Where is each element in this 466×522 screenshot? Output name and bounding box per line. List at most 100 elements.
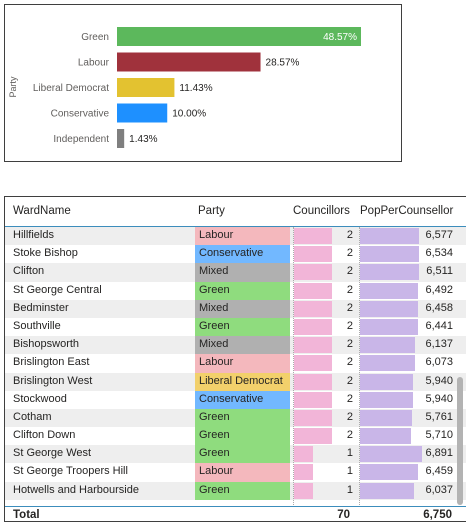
councillors-value: 2 [346,283,353,296]
ward-name-cell: St George West [13,447,92,460]
category-label: Labour [78,58,110,69]
councillors-value: 2 [346,392,353,405]
councillors-databar [294,300,332,317]
column-divider [359,227,360,507]
table-row[interactable]: Southville Green 2 6,441 [5,317,466,337]
councillors-value: 2 [346,265,353,278]
councillors-value: 1 [346,483,353,496]
party-cell: Liberal Democrat [195,372,290,391]
councillors-cell: 2 [294,373,357,391]
party-cell: Green [195,445,290,464]
party-cell: Green [195,427,290,446]
bar-liberal-democrat[interactable] [117,78,175,97]
data-label: 11.43% [179,83,212,94]
category-label: Conservative [51,109,110,120]
pop-per-counsellor-databar [360,391,414,408]
party-label: Green [199,483,230,496]
pop-per-counsellor-databar [360,446,422,463]
pop-per-counsellor-value: 6,577 [425,229,453,241]
category-label: Independent [53,134,109,145]
pop-per-counsellor-cell: 5,940 [360,373,455,391]
pop-per-counsellor-value: 6,073 [425,356,453,369]
total-councillors: 70 [337,509,350,521]
table-row[interactable]: St George Central Green 2 6,492 [5,281,466,300]
pop-per-counsellor-databar [360,337,416,354]
header-party[interactable]: Party [198,205,225,217]
party-label: Labour [199,229,234,241]
bar-conservative[interactable] [117,103,168,123]
councillors-databar [294,391,332,408]
councillors-value: 2 [346,356,353,369]
party-cell: Green [195,481,290,500]
pop-per-counsellor-cell: 5,761 [360,409,455,427]
party-cell: Conservative [195,245,290,264]
ward-name-cell: Hillfields [13,229,54,241]
table-vertical-scrollbar[interactable] [457,377,463,505]
table-row[interactable]: Hotwells and Harbourside Green 1 6,037 [5,481,466,500]
bar-labour[interactable] [117,52,261,72]
councillors-value: 2 [346,229,353,241]
pop-per-counsellor-value: 6,037 [425,483,453,496]
pop-per-counsellor-value: 6,534 [425,247,453,260]
pop-per-counsellor-value: 6,441 [425,319,453,332]
party-label: Mixed [199,301,229,314]
party-cell: Labour [195,227,290,246]
party-label: Green [199,410,230,423]
data-label: 28.57% [266,58,300,69]
councillors-cell: 2 [294,427,357,445]
councillors-cell: 2 [294,336,357,354]
table-row[interactable]: Bedminster Mixed 2 6,458 [5,299,466,318]
pop-per-counsellor-databar [360,282,419,299]
councillors-cell: 2 [294,263,357,281]
table-row[interactable]: St George West Green 1 6,891 [5,445,466,464]
category-label: Liberal Democrat [33,83,109,94]
table-row[interactable]: Clifton Mixed 2 6,511 [5,263,466,282]
councillors-value: 2 [346,429,353,442]
party-cell: Conservative [195,390,290,409]
party-share-chart[interactable]: Party Green 48.57% Labour 28.57% Liberal Demo… [4,4,402,162]
councillors-value: 2 [346,319,353,332]
councillors-cell: 2 [294,300,357,318]
party-cell: Green [195,408,290,428]
table-row[interactable]: Stoke Bishop Conservative 2 6,534 [5,245,466,264]
councillors-databar [294,355,332,372]
ward-name-cell: Southville [13,319,61,332]
ward-name-cell: Brislington East [13,356,90,369]
councillors-databar [294,264,332,281]
pop-per-counsellor-value: 6,137 [425,338,453,351]
party-label: Mixed [199,265,229,278]
councillors-databar [294,482,313,499]
pop-per-counsellor-databar [360,373,414,390]
table-row[interactable]: Bishopsworth Mixed 2 6,137 [5,336,466,355]
table-row[interactable]: Hillfields Labour 2 6,577 [5,227,466,246]
councillors-value: 1 [346,447,353,460]
councillors-databar [294,337,332,354]
table-row[interactable]: Brislington East Labour 2 6,073 [5,354,466,373]
header-poppercounsellor[interactable]: PopPerCounsellor [360,205,454,217]
pop-per-counsellor-cell: 6,073 [360,354,455,372]
bar-independent[interactable] [117,129,125,148]
table-row[interactable]: Brislington West Liberal Democrat 2 5,940 [5,372,466,391]
bar-green[interactable] [117,27,361,46]
header-councillors[interactable]: Councillors [293,205,350,217]
party-share-chart-svg: Party Green 48.57% Labour 28.57% Liberal Demo… [8,27,361,148]
table-row[interactable]: Cotham Green 2 5,761 [5,408,466,428]
pop-per-counsellor-databar [360,428,412,445]
ward-name-cell: Bishopsworth [13,338,80,351]
pop-per-counsellor-databar [360,482,415,499]
councillors-cell: 2 [294,391,357,409]
councillors-value: 2 [346,338,353,351]
table-row[interactable]: Stockwood Conservative 2 5,940 [5,390,466,409]
party-cell: Labour [195,463,290,482]
table-row[interactable]: St George Troopers Hill Labour 1 6,459 [5,463,466,482]
pop-per-counsellor-cell: 5,710 [360,427,455,445]
ward-name-cell: Clifton Down [13,429,76,442]
table-row[interactable]: Clifton Down Green 2 5,710 [5,427,466,446]
pop-per-counsellor-value: 5,940 [425,374,453,387]
ward-name-cell: Brislington West [13,374,93,387]
total-row: Total 70 6,750 [5,506,466,521]
pop-per-counsellor-cell: 6,458 [360,300,455,318]
ward-table[interactable]: WardName Party Councillors PopPerCounsel… [4,196,466,522]
header-wardname[interactable]: WardName [13,205,71,217]
pop-per-counsellor-cell: 6,534 [360,245,455,263]
